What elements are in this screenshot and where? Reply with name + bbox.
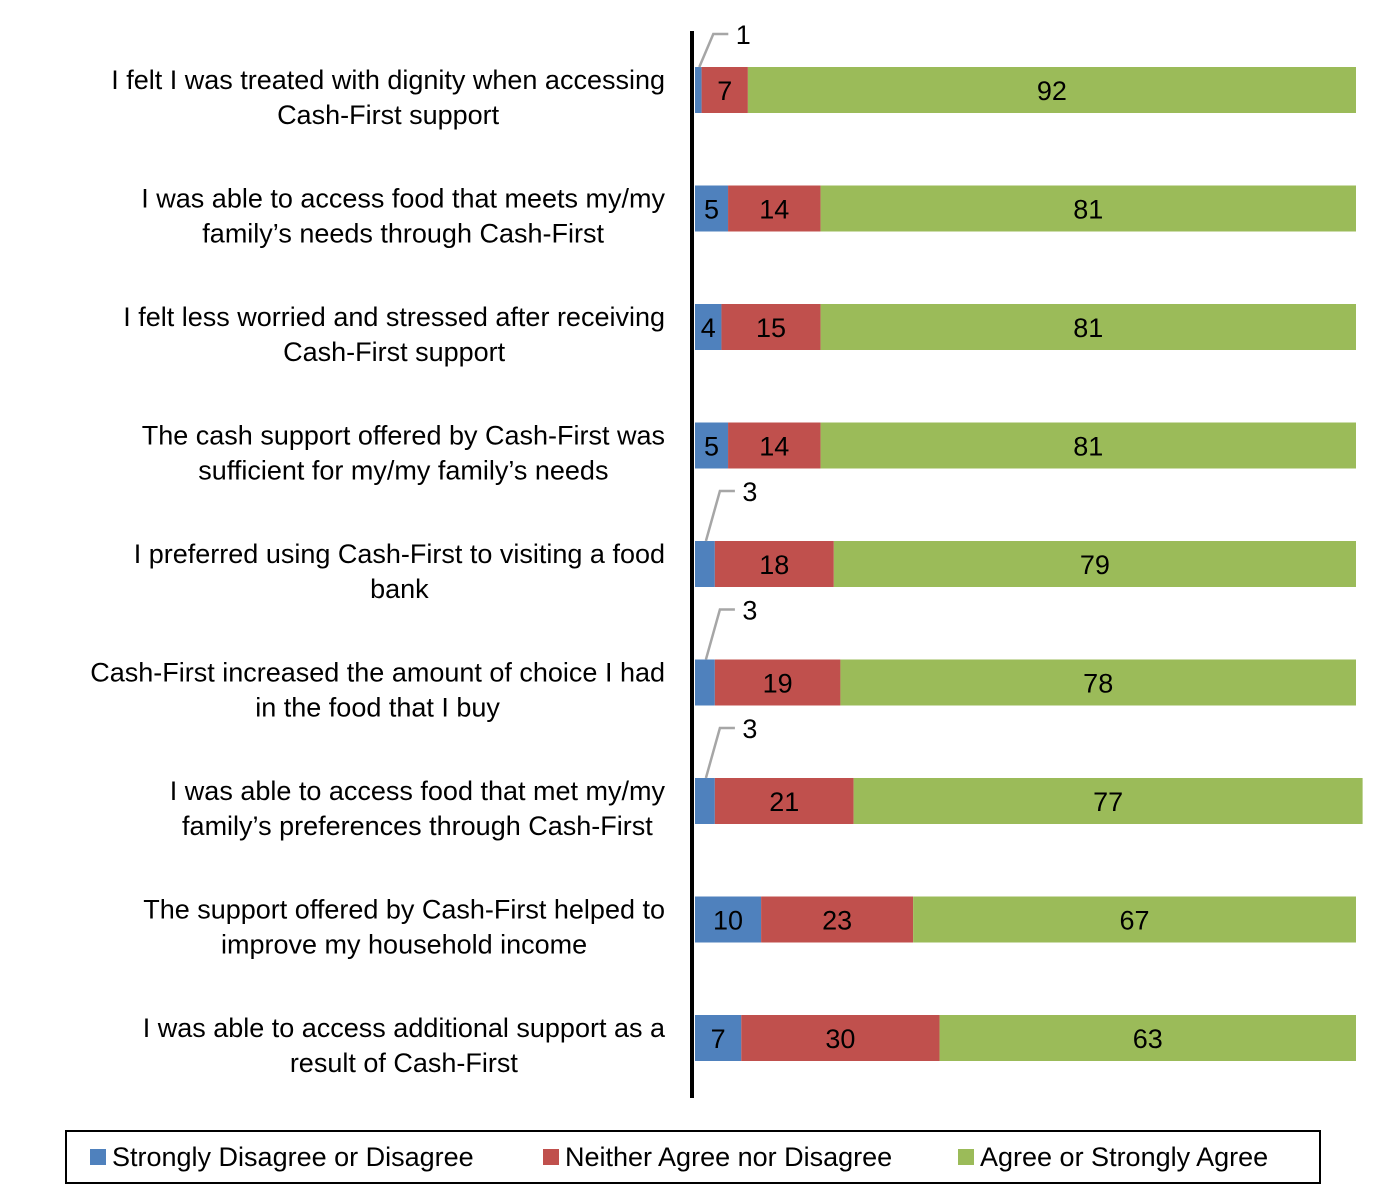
data-label: 10 [713,906,743,936]
bar-segment [695,304,722,350]
category-label: Cash-First support [283,337,506,367]
data-label: 79 [1080,550,1110,580]
category-label: Cash-First support [277,100,500,130]
bar-segment [820,304,1356,350]
data-label: 14 [759,432,789,462]
legend-swatch [90,1149,106,1165]
data-label: 19 [763,669,793,699]
data-label: 67 [1120,906,1150,936]
data-label: 1 [736,20,751,50]
data-label: 3 [742,714,757,744]
bar-segment [833,541,1356,587]
data-label: 21 [769,787,799,817]
category-label: family’s needs through Cash-First [202,219,604,249]
data-label: 78 [1083,669,1113,699]
bar-segment [714,659,841,706]
category-label: improve my household income [221,930,587,960]
legend-swatch [543,1149,559,1165]
bar-segment [695,422,729,469]
legend-label: Agree or Strongly Agree [980,1142,1268,1172]
bar-segment [695,185,729,232]
bar-segment [853,778,1363,824]
data-label: 3 [742,477,757,507]
data-label: 4 [701,313,716,343]
data-label: 15 [756,313,786,343]
data-label: 18 [759,550,789,580]
leader-line [698,32,729,68]
category-label: I preferred using Cash-First to visiting… [134,539,665,569]
category-label: I felt less worried and stressed after r… [123,302,665,332]
category-label: result of Cash-First [290,1048,519,1078]
data-label: 7 [717,76,732,106]
bar-segment [728,185,821,232]
data-label: 3 [742,596,757,626]
bar-segment [695,778,715,824]
data-label: 81 [1073,195,1103,225]
bar-segment [747,67,1356,113]
bar-segment [695,1015,742,1061]
bar-segment [695,659,715,706]
bar-segment [761,896,914,943]
leader-line [704,489,735,542]
bar-segment [695,67,702,113]
data-label: 81 [1073,313,1103,343]
data-label: 23 [822,906,852,936]
category-label: The support offered by Cash-First helped… [143,895,665,925]
bar-segment [714,778,854,824]
bar-segment [939,1015,1356,1061]
bar-segment [913,896,1356,943]
bar-segment [820,422,1356,469]
bar-segment [721,304,821,350]
data-label: 81 [1073,432,1103,462]
category-label: I was able to access food that met my/my [170,776,666,806]
data-label: 7 [711,1024,726,1054]
bar-segment [701,67,748,113]
data-label: 14 [759,195,789,225]
legend-swatch [958,1149,974,1165]
bar-segment [840,659,1356,706]
data-label: 63 [1133,1024,1163,1054]
bar-segment [728,422,821,469]
leader-line [704,726,735,779]
category-label: I was able to access additional support … [143,1013,666,1043]
bar-segment [695,541,715,587]
bar-segment [741,1015,940,1061]
data-label: 30 [825,1024,855,1054]
data-label: 92 [1037,76,1067,106]
data-label: 5 [704,432,719,462]
legend-label: Neither Agree nor Disagree [565,1142,892,1172]
legend-label: Strongly Disagree or Disagree [112,1142,474,1172]
bar-segment [820,185,1356,232]
category-label: bank [370,574,429,604]
legend-box [65,1130,1321,1184]
data-label: 5 [704,195,719,225]
category-label: Cash-First increased the amount of choic… [90,658,665,688]
category-label: I was able to access food that meets my/… [141,184,665,214]
data-label: 77 [1093,787,1123,817]
category-label: family’s preferences through Cash-First [182,811,653,841]
bar-segment [714,541,834,587]
category-label: The cash support offered by Cash-First w… [142,421,665,451]
category-labels: I felt I was treated with dignity when a… [90,65,666,1078]
category-label: sufficient for my/my family’s needs [198,456,608,486]
bar-segment [695,896,762,943]
category-label: I felt I was treated with dignity when a… [111,65,665,95]
legend: Strongly Disagree or Disagree Neither Agr… [65,1130,1321,1184]
category-label: in the food that I buy [255,693,500,723]
leader-line [704,608,735,660]
